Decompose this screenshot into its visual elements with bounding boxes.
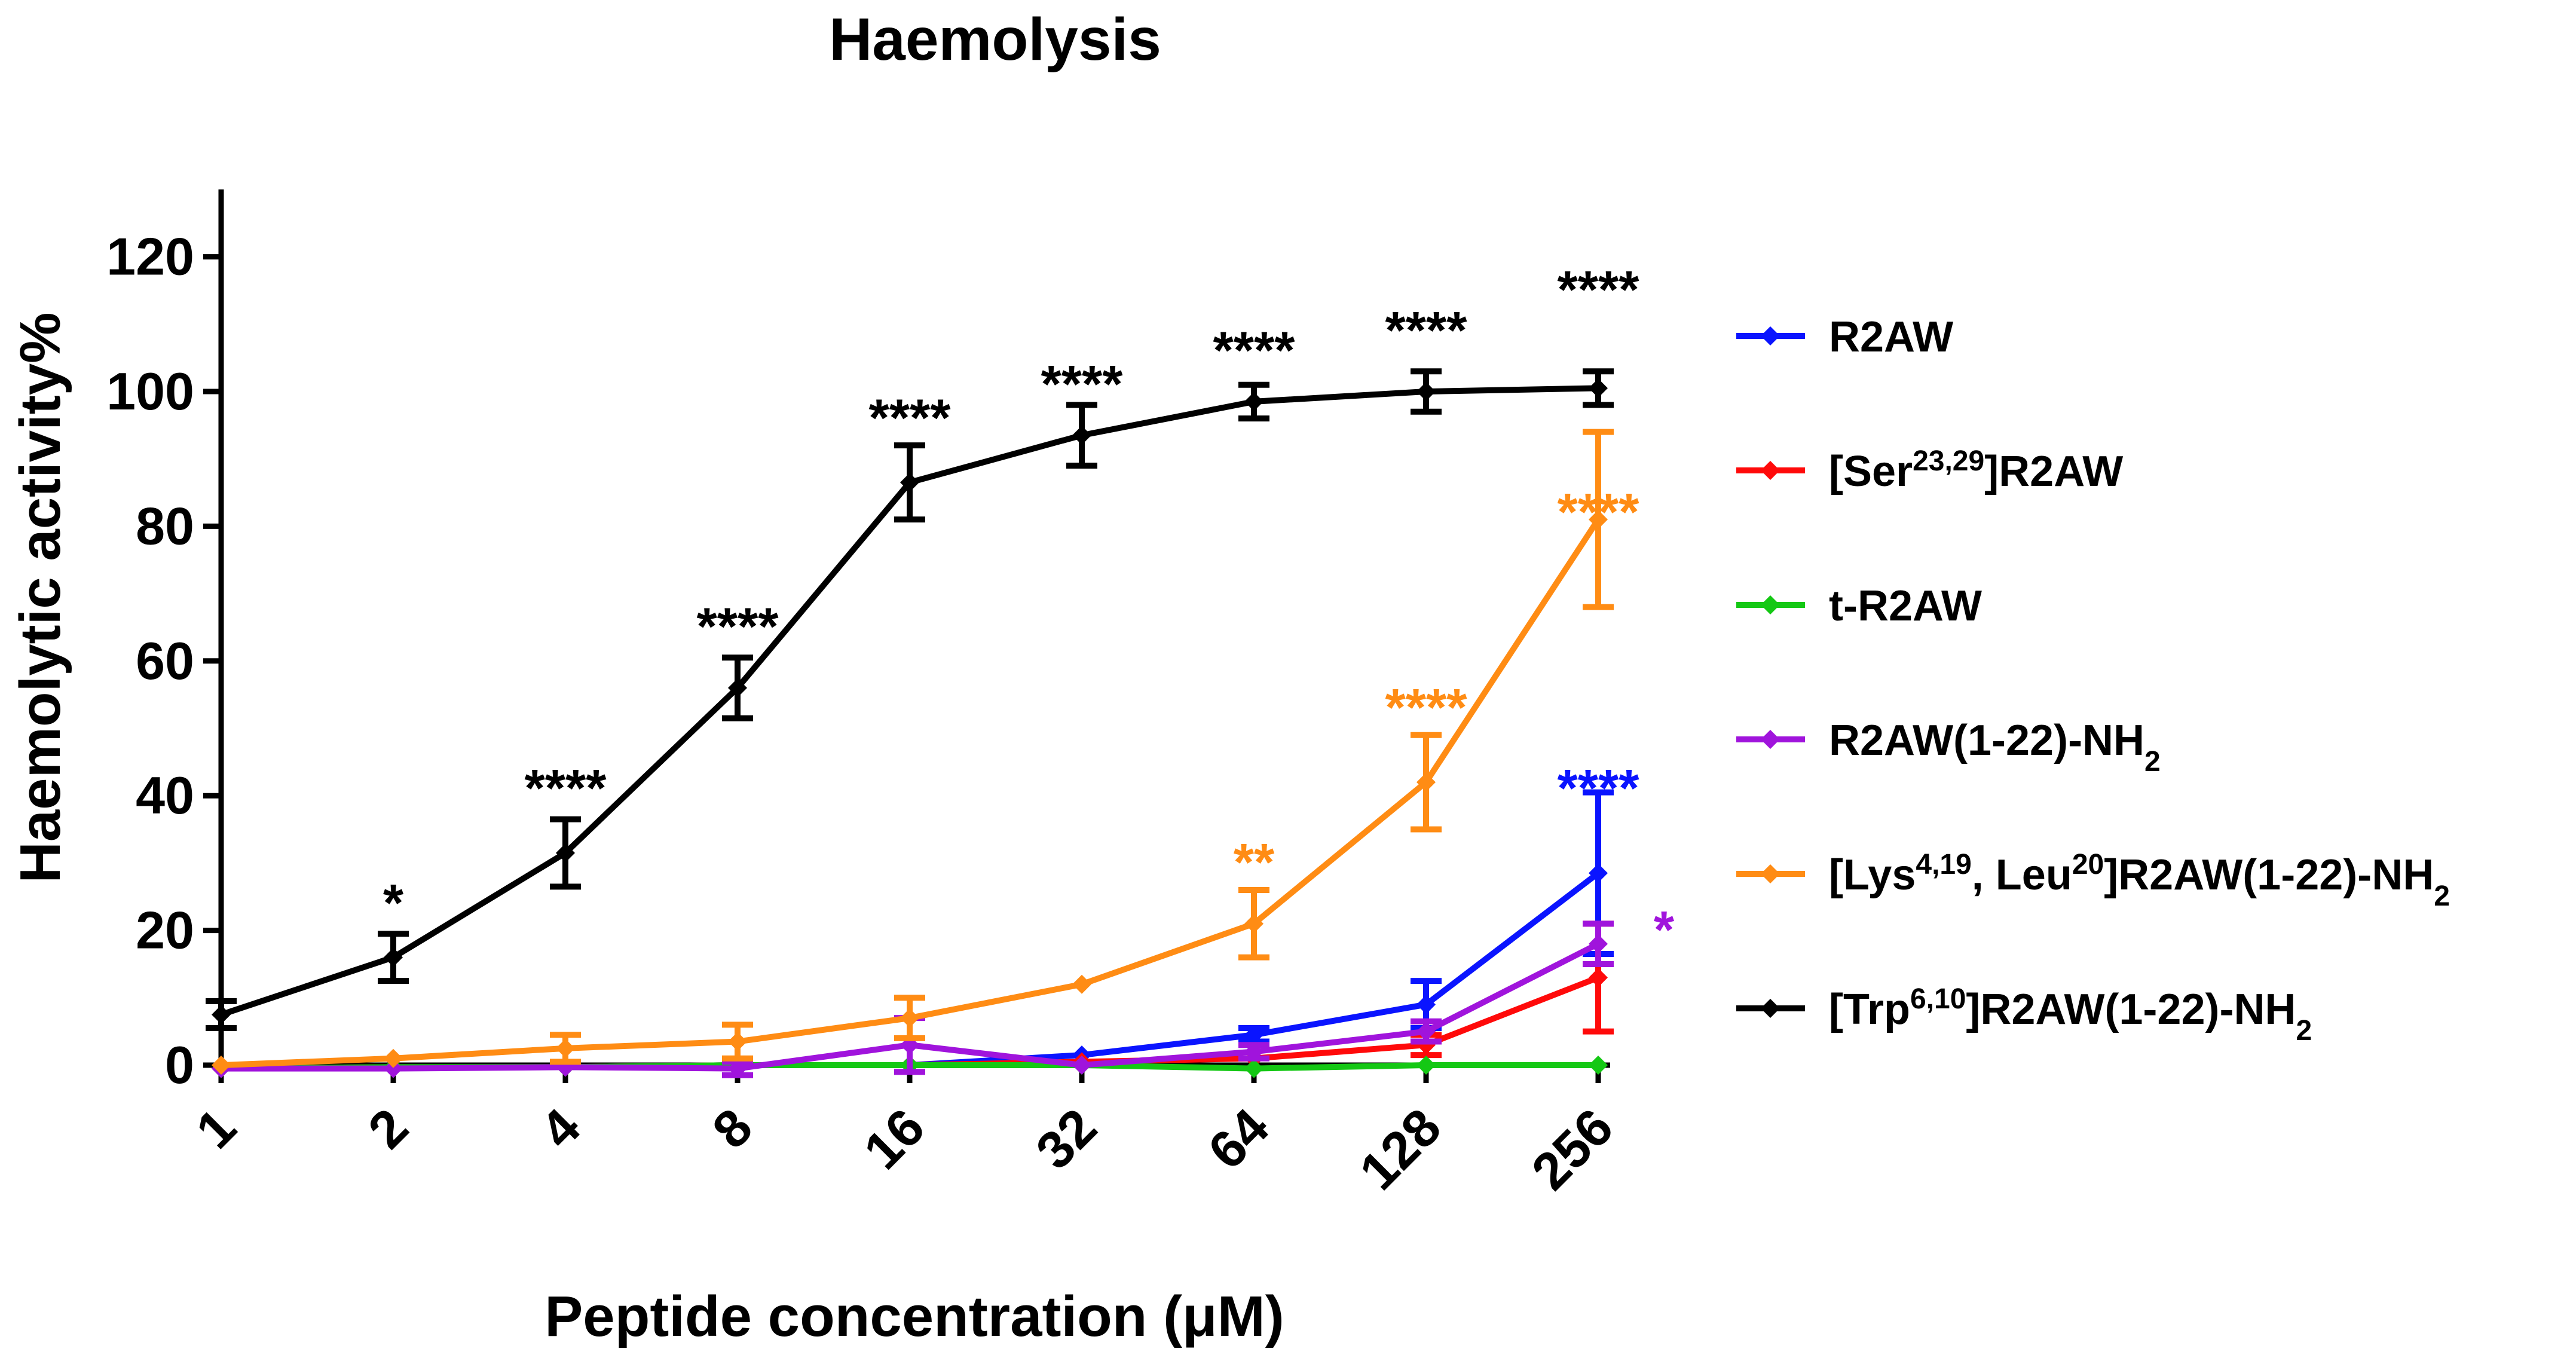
data-point (1589, 934, 1608, 954)
legend-label: [Lys4,19, Leu20]R2AW(1-22)-NH2 (1829, 849, 2450, 912)
significance-mark: **** (1385, 300, 1468, 359)
legend-marker (1761, 999, 1780, 1018)
data-point (1244, 1025, 1263, 1045)
legend-label: [Trp6,10]R2AW(1-22)-NH2 (1829, 983, 2312, 1047)
data-point (900, 1008, 919, 1028)
significance-mark: ** (1234, 833, 1275, 892)
data-point (1072, 1056, 1091, 1075)
data-point (1244, 392, 1263, 411)
legend-item: [Ser23,29]R2AW (1736, 445, 2123, 496)
series-line (221, 518, 1601, 1068)
data-point (1417, 382, 1436, 401)
significance-mark: **** (1558, 759, 1640, 818)
legend-marker (1761, 461, 1780, 480)
legend-item: [Lys4,19, Leu20]R2AW(1-22)-NH2 (1736, 849, 2450, 912)
significance-mark: **** (1385, 677, 1468, 736)
legend-label: R2AW (1829, 313, 1953, 361)
x-tick-label: 1 (185, 1097, 247, 1160)
data-point (1417, 772, 1436, 792)
x-tick-label: 64 (1197, 1097, 1280, 1180)
data-point (384, 1048, 403, 1068)
series-3 (212, 920, 1614, 1078)
data-point (556, 843, 575, 863)
y-tick-label: 120 (106, 227, 194, 286)
significance-mark: * (383, 873, 404, 932)
legend-marker (1761, 326, 1780, 345)
series-5 (206, 368, 1614, 1032)
significance-mark: **** (697, 597, 779, 656)
y-tick-label: 20 (136, 901, 194, 960)
y-tick-label: 60 (136, 631, 194, 690)
legend-label: t-R2AW (1829, 582, 1982, 630)
data-point (1244, 1042, 1263, 1062)
y-tick-label: 80 (136, 496, 194, 555)
data-point (1417, 1056, 1436, 1075)
legend-item: R2AW(1-22)-NH2 (1736, 717, 2161, 778)
significance-mark: **** (1558, 482, 1640, 542)
axes: 0 20 40 60 80 100 120 1 2 4 8 16 32 64 128 256 (106, 189, 1624, 1201)
legend-marker (1761, 595, 1780, 614)
data-point (1244, 1059, 1263, 1078)
significance-mark: **** (1041, 354, 1124, 413)
x-tick-label: 16 (852, 1097, 935, 1180)
y-axis-label: Haemolytic activity% (8, 312, 72, 883)
significance-mark: **** (1213, 320, 1296, 380)
data-point (556, 1038, 575, 1058)
data-point (1589, 1056, 1608, 1075)
data-point (1072, 974, 1091, 994)
legend-item: R2AW (1736, 313, 1953, 361)
legend-label: [Ser23,29]R2AW (1829, 445, 2123, 496)
data-point (900, 473, 919, 493)
data-point (728, 1032, 747, 1051)
x-tick-label: 32 (1024, 1097, 1108, 1180)
data-point (1589, 510, 1608, 530)
data-point (728, 678, 747, 698)
y-tick-label: 0 (165, 1035, 194, 1094)
x-tick-label: 4 (529, 1097, 592, 1160)
data-point (1244, 914, 1263, 934)
legend-item: t-R2AW (1736, 582, 1982, 630)
series-4 (212, 429, 1614, 1075)
data-point (1589, 378, 1608, 398)
significance-annotations: ********************* *******************… (383, 260, 1675, 959)
data-point (212, 1005, 231, 1025)
data-point (728, 1059, 747, 1078)
significance-mark: * (1654, 900, 1675, 959)
x-axis-label: Peptide concentration (μM) (544, 1285, 1284, 1348)
data-point (212, 1056, 231, 1075)
significance-mark: **** (869, 388, 952, 447)
legend-marker (1761, 730, 1780, 749)
significance-mark: **** (1558, 260, 1640, 319)
legend: R2AW [Ser23,29]R2AW t-R2AW R2AW(1-22)-NH2 [L… (1736, 313, 2450, 1047)
data-point (384, 947, 403, 967)
legend-label: R2AW(1-22)-NH2 (1829, 717, 2161, 778)
legend-marker (1761, 864, 1780, 883)
chart-title: Haemolysis (829, 6, 1161, 73)
legend-item: [Trp6,10]R2AW(1-22)-NH2 (1736, 983, 2312, 1047)
data-point (1589, 863, 1608, 883)
y-tick-label: 100 (106, 362, 194, 421)
data-point (1589, 968, 1608, 987)
x-tick-label: 2 (357, 1097, 420, 1160)
data-point (384, 1059, 403, 1078)
data-point (1072, 426, 1091, 445)
x-tick-label: 128 (1348, 1097, 1452, 1201)
data-point (1417, 1022, 1436, 1041)
series-lines (206, 368, 1614, 1078)
significance-mark: **** (525, 759, 607, 818)
x-tick-label: 8 (701, 1097, 764, 1160)
x-tick-label: 256 (1520, 1097, 1624, 1201)
data-point (1417, 995, 1436, 1014)
y-tick-label: 40 (136, 766, 194, 825)
